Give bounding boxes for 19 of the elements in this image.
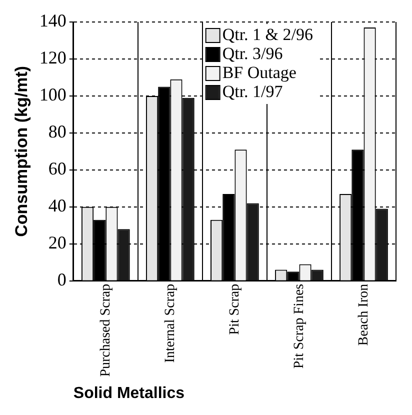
x-tick-label: Internal Scrap (162, 284, 178, 363)
legend-label: BF Outage (222, 62, 296, 82)
x-tick-label: Pit Scrap Fines (292, 284, 307, 369)
y-tick-label: 20 (48, 232, 66, 253)
legend-label: Qtr. 3/96 (222, 44, 283, 63)
y-tick-label: 100 (39, 84, 66, 105)
y-tick-label: 40 (48, 196, 66, 216)
legend-label: Qtr. 1 & 2/96 (222, 24, 313, 44)
legend-label: Qtr. 1/97 (222, 82, 284, 101)
y-tick-label: 0 (57, 270, 66, 290)
x-tick-label: Purchased Scrap (98, 284, 114, 377)
x-tick-label: Beach Iron (356, 284, 372, 346)
y-tick-label: 60 (48, 158, 66, 179)
x-tick-label: Pit Scrap (227, 284, 242, 335)
y-tick-label: 80 (48, 122, 66, 142)
x-axis-title: Solid Metallics (73, 384, 185, 402)
y-tick-label: 120 (39, 48, 66, 68)
y-tick-label: 140 (39, 10, 66, 31)
y-axis-title: Consumption (kg/mt) (12, 66, 31, 237)
